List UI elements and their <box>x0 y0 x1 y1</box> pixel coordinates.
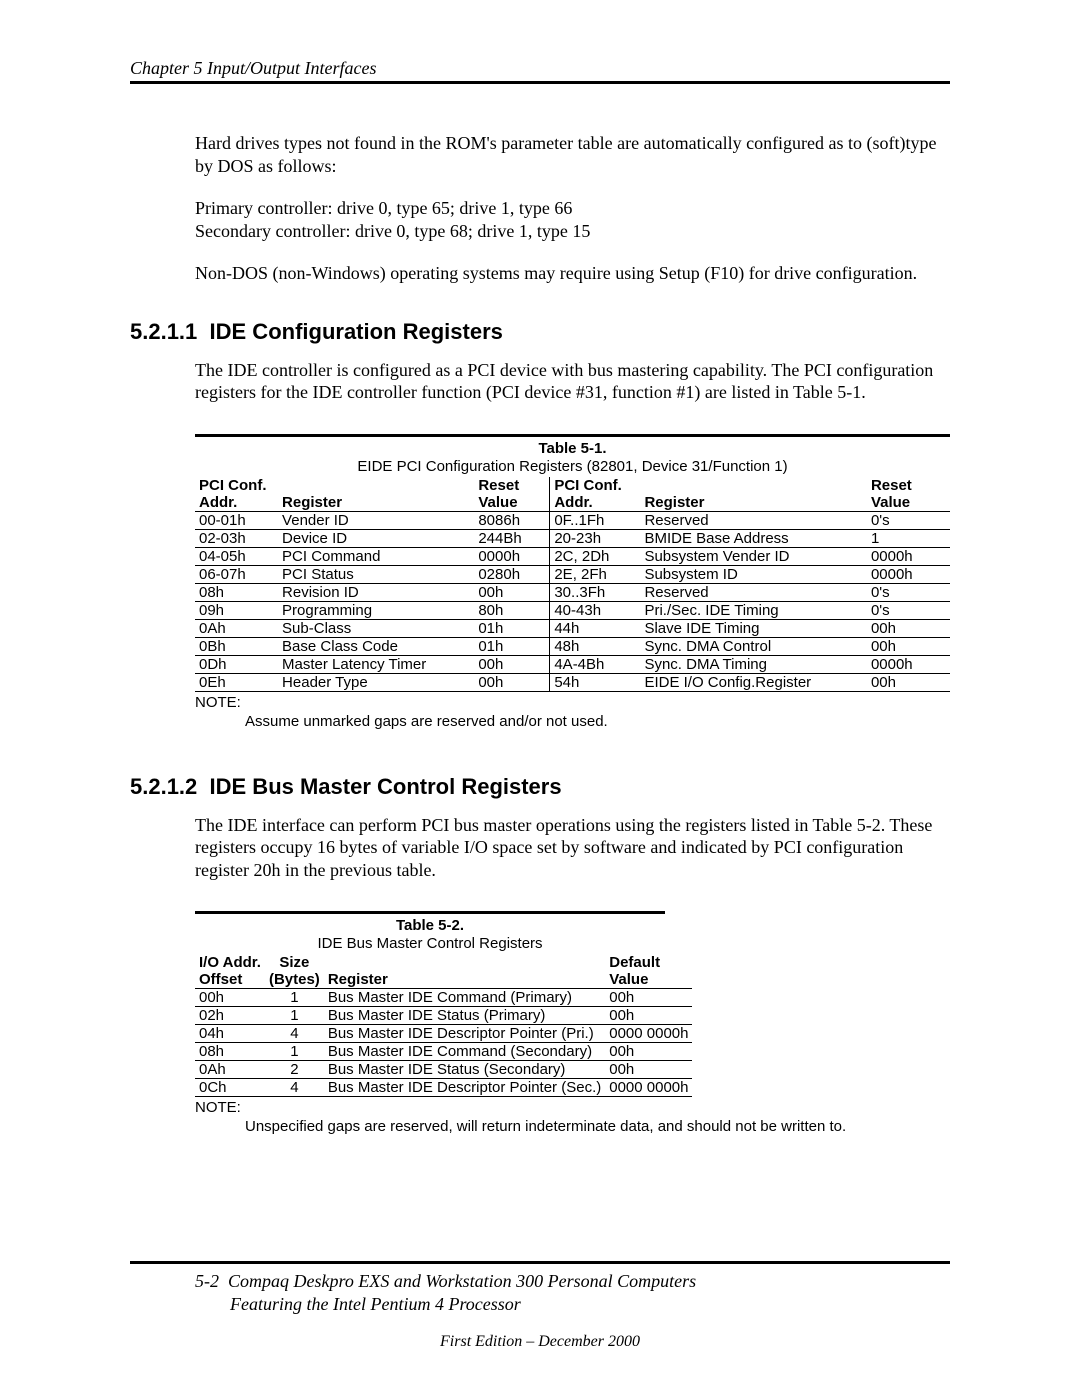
table-row: 0Ah2Bus Master IDE Status (Secondary)00h <box>195 1061 692 1079</box>
table-5-1-note-label: NOTE: <box>195 694 950 711</box>
page-footer: 5-2 Compaq Deskpro EXS and Workstation 3… <box>130 1261 950 1351</box>
table-5-2-note-label: NOTE: <box>195 1099 950 1116</box>
footer-line-2: Featuring the Intel Pentium 4 Processor <box>230 1293 950 1316</box>
section-number: 5.2.1.2 <box>130 774 197 799</box>
page-number: 5-2 <box>195 1271 219 1291</box>
table-5-2-note: Unspecified gaps are reserved, will retu… <box>245 1118 950 1135</box>
footer-edition: First Edition – December 2000 <box>130 1333 950 1351</box>
table-row: 06-07hPCI Status0280h2E, 2FhSubsystem ID… <box>195 565 950 583</box>
table-row: 0Ch4Bus Master IDE Descriptor Pointer (S… <box>195 1079 692 1097</box>
section-title: IDE Bus Master Control Registers <box>210 774 562 799</box>
table-5-1: Table 5-1. EIDE PCI Configuration Regist… <box>195 434 950 692</box>
table-5-2-caption: IDE Bus Master Control Registers <box>195 935 665 952</box>
table-row: 09hProgramming80h40-43hPri./Sec. IDE Tim… <box>195 601 950 619</box>
section-5-2-1-2-body: The IDE interface can perform PCI bus ma… <box>195 814 950 882</box>
table-5-2-data: I/O Addr.Offset Size(Bytes) Register Def… <box>195 954 692 1097</box>
section-title: IDE Configuration Registers <box>210 319 503 344</box>
header-rule <box>130 81 950 84</box>
table-row: 00h1Bus Master IDE Command (Primary)00h <box>195 989 692 1007</box>
table-5-2: Table 5-2. IDE Bus Master Control Regist… <box>195 911 665 1097</box>
section-number: 5.2.1.1 <box>130 319 197 344</box>
section-5-2-1-2-heading: 5.2.1.2 IDE Bus Master Control Registers <box>130 774 950 800</box>
table-5-1-label: Table 5-1. <box>195 440 950 457</box>
table-row: 04-05hPCI Command0000h2C, 2DhSubsystem V… <box>195 547 950 565</box>
table-row: 08hRevision ID00h30..3FhReserved0's <box>195 583 950 601</box>
intro-para-3: Secondary controller: drive 0, type 68; … <box>195 220 950 243</box>
running-header: Chapter 5 Input/Output Interfaces <box>130 58 950 79</box>
table-5-1-note: Assume unmarked gaps are reserved and/or… <box>245 713 950 730</box>
footer-line-1: 5-2 Compaq Deskpro EXS and Workstation 3… <box>195 1270 950 1293</box>
intro-para-4: Non-DOS (non-Windows) operating systems … <box>195 262 950 285</box>
table-5-2-label: Table 5-2. <box>195 917 665 934</box>
table-row: 0BhBase Class Code01h48hSync. DMA Contro… <box>195 637 950 655</box>
table-row: 0AhSub-Class01h44hSlave IDE Timing00h <box>195 619 950 637</box>
table-row: 0DhMaster Latency Timer00h4A-4BhSync. DM… <box>195 655 950 673</box>
table-5-1-data: PCI Conf.Addr. Register ResetValue PCI C… <box>195 477 950 692</box>
table-row: 02-03hDevice ID244Bh20-23hBMIDE Base Add… <box>195 529 950 547</box>
page: Chapter 5 Input/Output Interfaces Hard d… <box>0 0 1080 1397</box>
table-5-1-caption: EIDE PCI Configuration Registers (82801,… <box>195 458 950 475</box>
table-row: 04h4Bus Master IDE Descriptor Pointer (P… <box>195 1025 692 1043</box>
section-5-2-1-1-heading: 5.2.1.1 IDE Configuration Registers <box>130 319 950 345</box>
table-row: 02h1Bus Master IDE Status (Primary)00h <box>195 1007 692 1025</box>
table-row: 0EhHeader Type00h54hEIDE I/O Config.Regi… <box>195 673 950 691</box>
intro-para-2: Primary controller: drive 0, type 65; dr… <box>195 197 950 220</box>
section-5-2-1-1-body: The IDE controller is configured as a PC… <box>195 359 950 404</box>
table-row: 00-01hVender ID8086h0F..1FhReserved0's <box>195 511 950 529</box>
table-row: 08h1Bus Master IDE Command (Secondary)00… <box>195 1043 692 1061</box>
footer-rule <box>130 1261 950 1264</box>
intro-para-1: Hard drives types not found in the ROM's… <box>195 132 950 177</box>
